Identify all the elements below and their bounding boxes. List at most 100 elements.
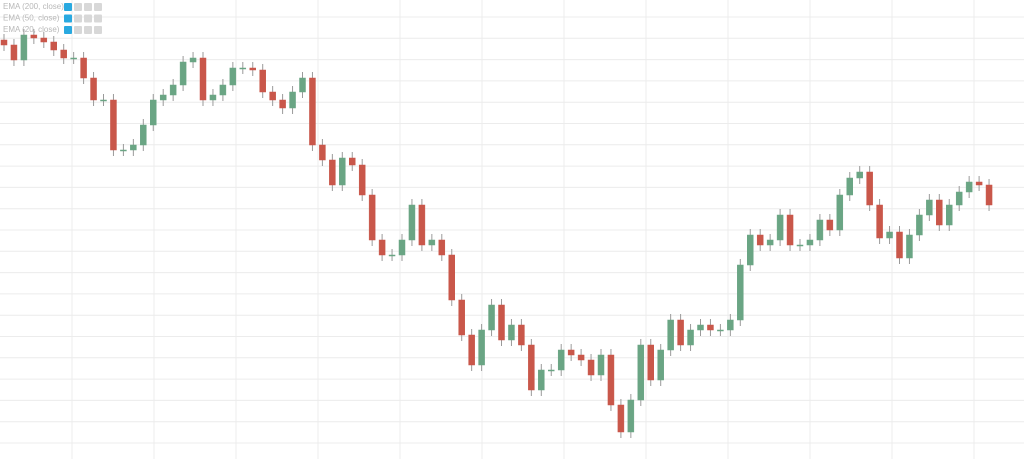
- candle-body: [140, 124, 147, 146]
- candle-body: [289, 91, 296, 109]
- candle-body: [508, 324, 515, 341]
- candle-body: [60, 49, 67, 59]
- candle-body: [667, 319, 674, 351]
- candle-body: [339, 157, 346, 186]
- candle-body: [259, 69, 266, 93]
- candle-body: [518, 324, 525, 346]
- candle-body: [488, 304, 495, 331]
- candle-body: [398, 239, 406, 256]
- candle-body: [130, 144, 137, 151]
- candle-body: [866, 171, 873, 206]
- indicator-settings[interactable]: [74, 26, 82, 34]
- candle-body: [926, 199, 933, 216]
- indicator-toggle[interactable]: [64, 14, 72, 23]
- candle-body: [468, 334, 475, 366]
- candle-body: [358, 164, 366, 196]
- candle-body: [886, 231, 893, 239]
- candle-body: [965, 181, 973, 193]
- candle-body: [150, 99, 157, 126]
- candle-body: [985, 184, 993, 206]
- candle-body: [309, 77, 316, 146]
- candle-body: [408, 204, 416, 241]
- candle-body: [179, 61, 187, 86]
- indicator-add[interactable]: [84, 3, 92, 11]
- candle-body: [90, 77, 97, 101]
- candle-body: [249, 67, 256, 71]
- candle-body: [20, 34, 28, 61]
- candle-body: [916, 214, 923, 236]
- candle-body: [577, 354, 585, 361]
- candle-body: [299, 77, 306, 93]
- candle-body: [279, 99, 286, 109]
- indicator-label: EMA (20, close): [3, 25, 60, 34]
- candle-body: [747, 234, 754, 266]
- candle-body: [955, 191, 963, 206]
- candle-body: [876, 204, 883, 239]
- candle-body: [637, 344, 645, 401]
- candle-body: [70, 57, 77, 60]
- candle-body: [856, 171, 863, 179]
- indicator-remove[interactable]: [94, 26, 102, 34]
- candle-body: [319, 144, 326, 161]
- candle-body: [528, 344, 535, 391]
- candle-body: [199, 57, 207, 101]
- indicator-label: EMA (200, close): [3, 2, 64, 11]
- candle-body: [448, 254, 455, 301]
- candle-body: [796, 244, 804, 247]
- candle-body: [209, 94, 217, 101]
- indicator-settings[interactable]: [74, 14, 82, 23]
- candle-body: [269, 91, 276, 101]
- indicator-toggle[interactable]: [64, 26, 72, 34]
- candle-body: [846, 177, 853, 196]
- candle-body: [428, 239, 436, 246]
- candle-body: [159, 94, 167, 101]
- indicator-add[interactable]: [84, 14, 92, 23]
- candle-body: [766, 239, 774, 246]
- candle-body: [438, 239, 446, 256]
- candle-body: [597, 354, 605, 376]
- candle-body: [587, 359, 595, 376]
- candle-body: [169, 84, 177, 96]
- indicator-label: EMA (50, close): [3, 14, 60, 23]
- candle-body: [388, 254, 396, 257]
- candle-body: [120, 149, 127, 152]
- candle-body: [946, 204, 953, 226]
- candle-body: [10, 44, 18, 61]
- indicator-settings[interactable]: [74, 3, 82, 11]
- candle-body: [776, 214, 784, 241]
- candles: [0, 29, 993, 438]
- candle-body: [329, 159, 336, 186]
- candle-body: [219, 84, 227, 96]
- candle-body: [836, 194, 844, 231]
- candle-body: [30, 34, 38, 39]
- candle-body: [677, 319, 684, 346]
- candle-body: [349, 157, 356, 166]
- candle-body: [40, 37, 48, 43]
- candle-body: [378, 239, 386, 256]
- indicator-remove[interactable]: [94, 3, 102, 11]
- candle-body: [707, 324, 714, 331]
- indicator-add[interactable]: [84, 26, 92, 34]
- candle-body: [657, 349, 664, 381]
- candle-body: [548, 369, 555, 372]
- indicator-toggle[interactable]: [64, 3, 72, 11]
- candle-body: [478, 329, 485, 366]
- indicator-remove[interactable]: [94, 14, 102, 23]
- candle-body: [816, 219, 824, 241]
- candle-body: [557, 349, 565, 371]
- candle-body: [50, 41, 57, 51]
- candle-body: [627, 399, 635, 433]
- candle-body: [229, 67, 237, 86]
- candle-body: [896, 231, 903, 259]
- candle-body: [567, 349, 575, 356]
- candle-body: [368, 194, 376, 241]
- candle-body: [786, 214, 794, 246]
- candle-body: [239, 67, 247, 70]
- candle-body: [936, 199, 943, 226]
- candle-body: [0, 39, 8, 46]
- candle-body: [189, 57, 197, 63]
- candle-body: [906, 234, 913, 259]
